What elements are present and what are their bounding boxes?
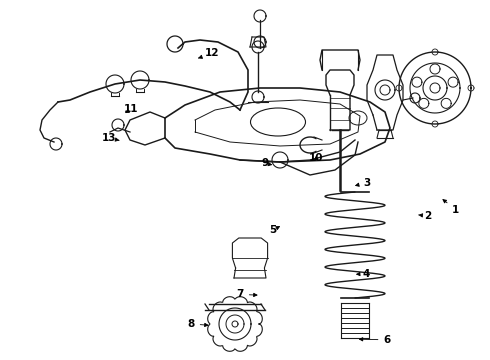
Text: 9: 9 bbox=[261, 158, 271, 168]
Text: 12: 12 bbox=[199, 48, 219, 58]
Text: 11: 11 bbox=[124, 104, 139, 114]
Text: 1: 1 bbox=[443, 199, 459, 215]
Text: 10: 10 bbox=[309, 153, 324, 163]
Text: 13: 13 bbox=[101, 133, 119, 143]
Text: 7: 7 bbox=[236, 289, 257, 300]
Text: 3: 3 bbox=[356, 178, 370, 188]
Text: 5: 5 bbox=[269, 225, 279, 235]
Text: 2: 2 bbox=[418, 211, 431, 221]
Text: 4: 4 bbox=[357, 269, 370, 279]
Text: 6: 6 bbox=[360, 335, 391, 345]
Text: 8: 8 bbox=[188, 319, 208, 329]
